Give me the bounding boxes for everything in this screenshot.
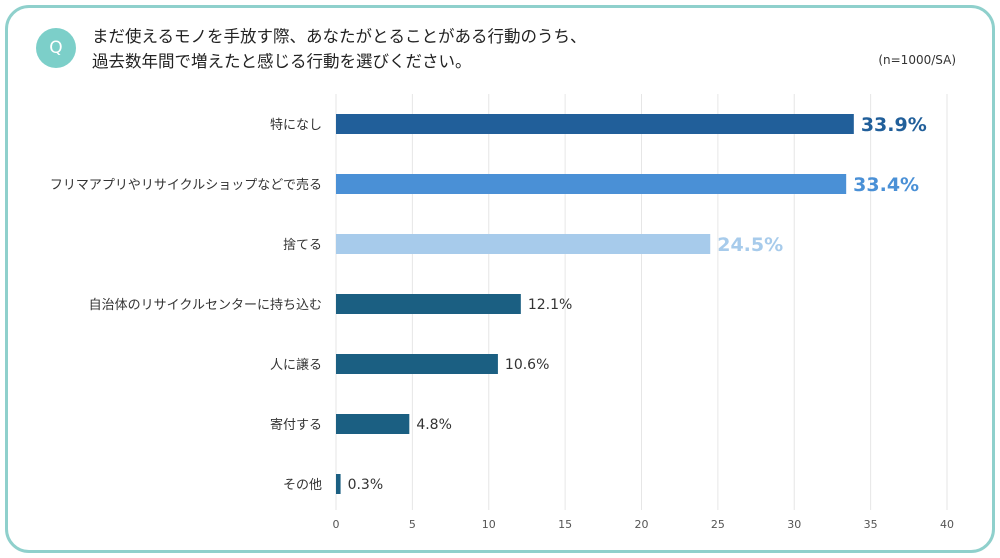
category-label: その他 [283,478,322,493]
x-tick-label: 35 [864,518,878,531]
bar [336,474,341,494]
category-label: 人に譲る [270,357,322,373]
bar [336,294,521,314]
x-tick-label: 25 [711,518,725,531]
value-label: 10.6% [505,357,549,373]
question-badge: Q [36,28,76,68]
category-label: 寄付する [270,417,322,433]
sample-size-note: (n=1000/SA) [878,53,956,67]
value-label: 33.9% [861,114,927,136]
value-label: 4.8% [416,417,452,433]
bar [336,174,847,194]
value-label: 33.4% [853,174,919,196]
bar [336,414,410,434]
x-tick-label: 30 [787,518,801,531]
value-label: 12.1% [528,297,572,313]
chart-frame [5,5,995,553]
bar [336,234,711,254]
x-tick-label: 5 [409,518,416,531]
value-label: 0.3% [348,477,384,493]
category-label: 捨てる [283,237,322,253]
x-tick-label: 20 [635,518,649,531]
x-tick-label: 40 [940,518,954,531]
question-text: まだ使えるモノを手放す際、あなたがとることがある行動のうち、 過去数年間で増えた… [92,24,852,74]
bar [336,354,498,374]
value-label: 24.5% [717,234,783,256]
question-line-1: まだ使えるモノを手放す際、あなたがとることがある行動のうち、 [92,27,587,46]
x-tick-label: 10 [482,518,496,531]
category-label: 特になし [270,118,322,133]
bar [336,114,854,134]
x-tick-label: 0 [333,518,340,531]
category-label: 自治体のリサイクルセンターに持ち込む [89,298,322,313]
category-label: フリマアプリやリサイクルショップなどで売る [50,177,322,193]
x-tick-label: 15 [558,518,572,531]
question-line-2: 過去数年間で増えたと感じる行動を選びください。 [92,52,472,71]
